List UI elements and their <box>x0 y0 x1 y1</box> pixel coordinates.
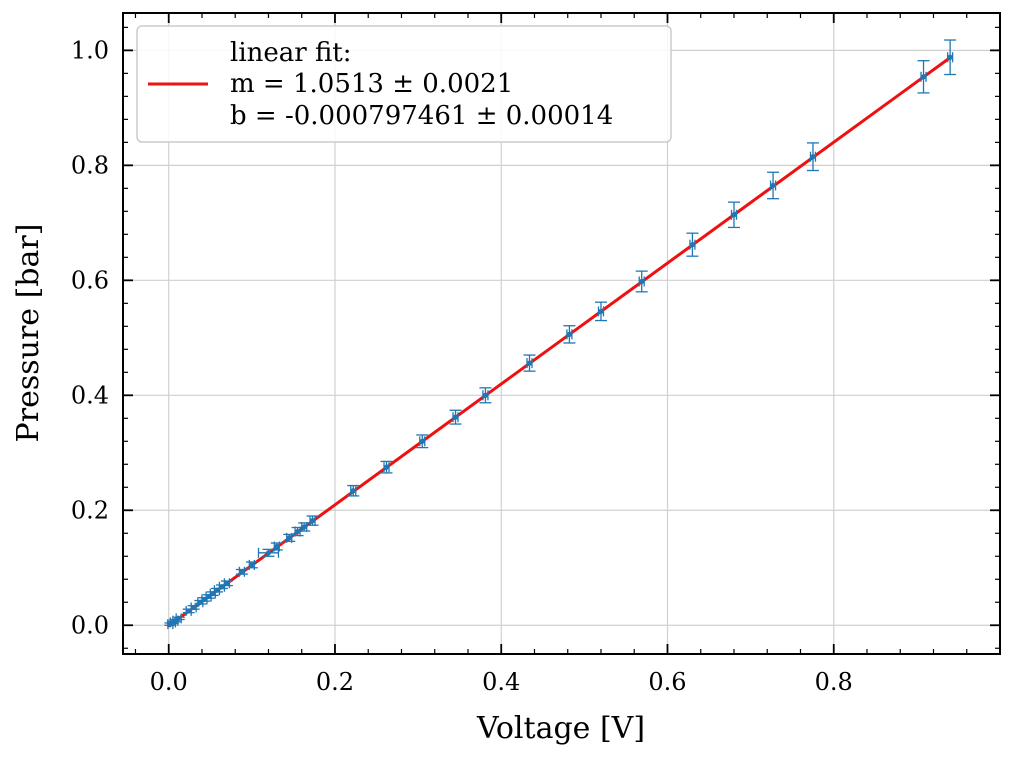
point-marker <box>249 562 255 568</box>
data-point <box>523 354 536 372</box>
point-marker <box>526 360 533 366</box>
point-marker <box>176 615 182 621</box>
tick-labels: 0.0 0.2 0.4 0.6 0.8 0.0 0.2 0.4 0.6 0.8 1.0 <box>71 36 853 696</box>
point-marker <box>731 212 737 218</box>
x-tick-label: 0.8 <box>815 668 853 696</box>
point-marker <box>191 604 197 611</box>
point-marker <box>294 528 301 535</box>
x-axis-label: Voltage [V] <box>476 711 645 746</box>
point-marker <box>482 392 489 398</box>
x-tick-label: 0.4 <box>482 668 520 696</box>
point-marker <box>239 569 245 575</box>
point-marker <box>689 242 696 248</box>
point-marker <box>419 438 425 444</box>
data-point <box>235 566 248 577</box>
data-points-layer <box>164 39 957 630</box>
y-tick-label: 0.8 <box>71 151 109 179</box>
data-point <box>347 484 360 497</box>
x-tick-label: 0.6 <box>648 668 686 696</box>
legend-box <box>136 25 672 143</box>
y-tick-label: 0.6 <box>71 266 109 294</box>
x-tick-label: 0.0 <box>150 668 188 696</box>
point-marker <box>452 414 459 420</box>
point-marker <box>219 584 225 590</box>
x-tick-label: 0.2 <box>316 668 354 696</box>
plot-frame <box>122 12 1001 655</box>
point-marker <box>224 580 230 586</box>
y-tick-label: 0.4 <box>71 381 109 409</box>
data-point <box>479 387 492 404</box>
data-point <box>727 201 740 229</box>
data-point <box>563 325 576 344</box>
point-marker <box>383 464 390 470</box>
data-point <box>306 515 319 526</box>
data-point <box>767 171 780 200</box>
point-marker <box>598 308 604 314</box>
data-point <box>416 434 429 449</box>
legend-line-2: m = 1.0513 ± 0.0021 <box>230 69 513 99</box>
y-tick-label: 1.0 <box>71 36 109 64</box>
point-marker <box>566 331 572 337</box>
axis-ticks <box>123 13 1000 654</box>
point-marker <box>947 54 953 60</box>
y-tick-label: 0.0 <box>71 611 109 639</box>
point-marker <box>920 74 927 80</box>
point-marker <box>274 543 280 550</box>
legend: linear fit: m = 1.0513 ± 0.0021 b = -0.0… <box>136 25 672 143</box>
point-marker <box>286 535 292 541</box>
data-point <box>172 613 185 624</box>
data-point <box>380 460 393 474</box>
data-point <box>298 521 311 532</box>
data-point <box>594 301 607 322</box>
data-point <box>187 602 200 613</box>
y-tick-label: 0.2 <box>71 496 109 524</box>
point-marker <box>350 488 356 494</box>
y-axis-label: Pressure [bar] <box>11 224 46 443</box>
legend-line-1: linear fit: <box>230 38 352 68</box>
point-marker <box>770 182 776 189</box>
data-point <box>635 270 648 293</box>
point-marker <box>301 524 307 530</box>
legend-line-3: b = -0.000797461 ± 0.00014 <box>230 101 613 131</box>
data-point <box>806 142 819 172</box>
point-marker <box>810 154 816 160</box>
data-point <box>686 232 699 257</box>
data-point <box>245 559 258 570</box>
data-point <box>220 578 233 589</box>
point-marker <box>639 278 645 285</box>
data-point <box>917 60 930 94</box>
data-point <box>944 39 957 76</box>
data-point <box>270 541 283 552</box>
data-point <box>449 409 462 425</box>
point-marker <box>265 550 272 556</box>
data-point <box>283 532 296 543</box>
point-marker <box>309 518 316 524</box>
